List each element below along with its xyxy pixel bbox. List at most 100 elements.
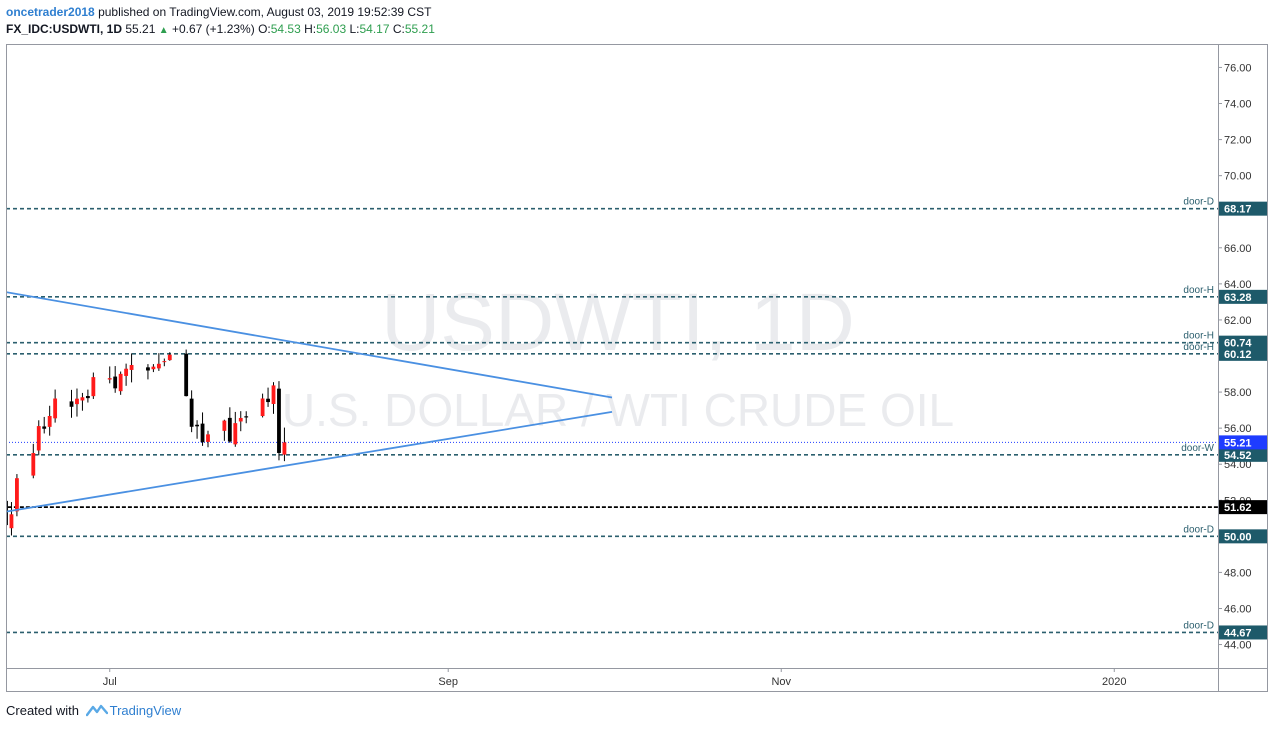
chart-frame: [6, 44, 1268, 692]
symbol-line: FX_IDC:USDWTI, 1D 55.21 ▲ +0.67 (+1.23%)…: [6, 21, 1266, 39]
low-value: 54.17: [359, 22, 390, 36]
candle: [189, 390, 194, 433]
level-tag: door-D: [1183, 197, 1214, 208]
price-chart[interactable]: USDWTI, 1D U.S. DOLLAR / WTI CRUDE OIL d…: [6, 44, 1268, 692]
tradingview-brand-link[interactable]: TradingView: [109, 703, 182, 718]
candle: [206, 430, 210, 448]
time-tick-label: Jul: [103, 676, 117, 688]
candle: [146, 364, 150, 380]
symbol-watermark: USDWTI, 1D U.S. DOLLAR / WTI CRUDE OIL: [282, 277, 954, 436]
candle: [85, 389, 90, 403]
price-label-value: 60.12: [1224, 349, 1252, 361]
candle: [227, 407, 232, 443]
level-tag: door-H: [1183, 285, 1214, 296]
candle: [36, 420, 41, 456]
price-tick-label: 64.00: [1224, 279, 1252, 291]
candle: [47, 405, 52, 436]
candle: [222, 419, 227, 441]
level-tag: door-H: [1183, 331, 1214, 342]
low-label: L:: [349, 22, 360, 36]
candle: [69, 389, 74, 418]
price-label-value: 44.67: [1224, 627, 1252, 639]
candle: [277, 381, 281, 461]
level-tag: door-H: [1183, 342, 1214, 353]
price-label-box: [1219, 500, 1267, 515]
up-arrow-icon: ▲: [158, 25, 169, 36]
candle: [244, 411, 249, 424]
footer: Created with TradingView: [6, 703, 181, 718]
price-tick-label: 58.00: [1224, 387, 1252, 399]
candle: [91, 372, 96, 399]
candle: [118, 371, 123, 395]
candle: [107, 366, 112, 384]
candle: [129, 353, 134, 383]
candle: [80, 392, 85, 411]
candle: [75, 388, 79, 417]
candle: [42, 416, 47, 434]
candle: [233, 411, 238, 447]
price-label-value: 55.21: [1224, 437, 1252, 449]
price-tick-label: 56.00: [1224, 423, 1252, 435]
price-label-box: [1219, 529, 1267, 544]
price-label-value: 68.17: [1224, 204, 1252, 216]
level-tag: door-D: [1183, 524, 1214, 535]
price-tick-label: 62.00: [1224, 315, 1252, 327]
price-tick-label: 74.00: [1224, 99, 1252, 111]
time-tick-label: Nov: [771, 676, 791, 688]
candle: [184, 349, 189, 397]
price-tick-label: 44.00: [1224, 640, 1252, 652]
horizontal-levels: door-Ddoor-Hdoor-Hdoor-Hdoor-Wdoor-Ddoor…: [6, 197, 1218, 634]
time-tick-label: Sep: [438, 676, 458, 688]
trendline[interactable]: [6, 53, 613, 399]
price-label-value: 63.28: [1224, 292, 1252, 304]
price-tick-label: 70.00: [1224, 171, 1252, 183]
created-with-text: Created with: [6, 703, 79, 718]
price-label-value: 51.62: [1224, 502, 1252, 514]
level-tag: door-W: [1181, 443, 1214, 454]
candlestick-series: [6, 349, 287, 536]
candle: [31, 443, 36, 479]
price-tick-label: 72.00: [1224, 135, 1252, 147]
candle: [124, 363, 129, 386]
candle: [162, 358, 167, 367]
price-label-box: [1219, 335, 1267, 350]
price-label-value: 54.52: [1224, 450, 1252, 462]
price-label-value: 50.00: [1224, 531, 1252, 543]
candle: [238, 411, 243, 432]
last-price: 55.21: [125, 22, 156, 36]
chart-area[interactable]: USDWTI, 1D U.S. DOLLAR / WTI CRUDE OIL d…: [6, 44, 1268, 692]
price-label-value: 60.74: [1224, 338, 1252, 350]
price-label-box: [1219, 435, 1267, 450]
price-tick-label: 66.00: [1224, 243, 1252, 255]
price-change: +0.67 (+1.23%): [171, 22, 255, 36]
tradingview-logo-icon: [85, 704, 108, 717]
candle: [266, 387, 270, 407]
price-tick-label: 54.00: [1224, 459, 1252, 471]
high-value: 56.03: [316, 22, 347, 36]
watermark-line-1: USDWTI, 1D: [381, 277, 855, 368]
open-value: 54.53: [270, 22, 301, 36]
chart-axes: 44.0046.0048.0050.0052.0054.0056.0058.00…: [6, 44, 1268, 692]
open-label: O:: [258, 22, 271, 36]
candle: [151, 364, 156, 373]
price-tick-label: 46.00: [1224, 603, 1252, 615]
candle: [167, 352, 172, 361]
candle: [195, 420, 199, 439]
author-link[interactable]: oncetrader2018: [6, 5, 95, 19]
candle: [156, 353, 161, 371]
price-label-box: [1219, 201, 1267, 216]
price-label-box: [1219, 447, 1267, 462]
candle: [271, 382, 276, 414]
level-tag: door-D: [1183, 620, 1214, 631]
watermark-line-2: U.S. DOLLAR / WTI CRUDE OIL: [282, 384, 954, 436]
trendline[interactable]: [6, 411, 613, 664]
candle: [260, 393, 265, 418]
candle: [200, 412, 205, 446]
publish-line: oncetrader2018 published on TradingView.…: [6, 4, 1266, 21]
candle: [53, 389, 58, 423]
candle: [282, 427, 287, 462]
triangle-trendlines: [6, 53, 613, 664]
price-label-box: [1219, 346, 1267, 361]
close-label: C:: [392, 22, 405, 36]
